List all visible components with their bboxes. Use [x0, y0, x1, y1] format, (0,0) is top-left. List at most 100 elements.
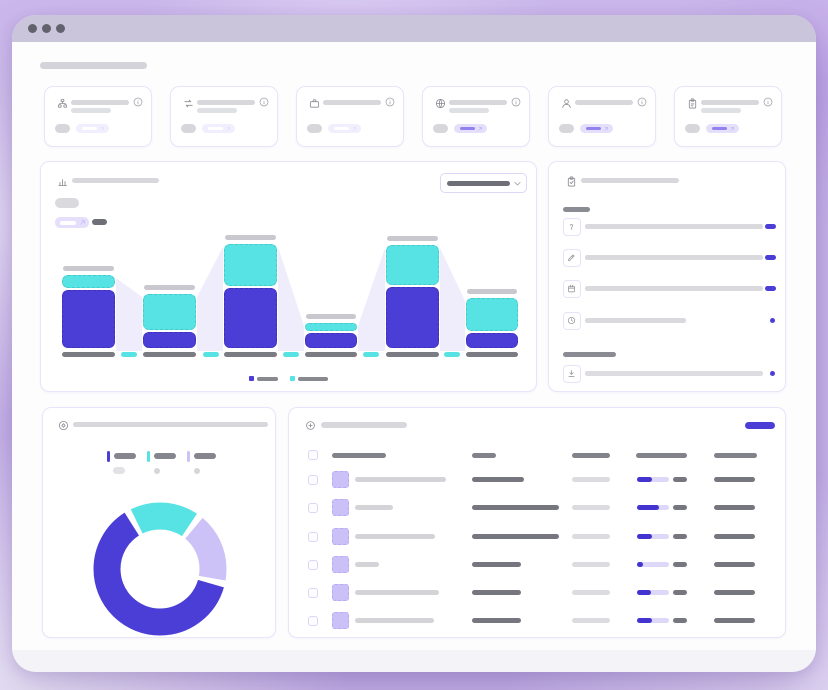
data-table-card: [288, 407, 786, 638]
row-col3-skeleton: [572, 618, 610, 623]
bar-top-label-skeleton: [225, 235, 276, 240]
user-icon: [561, 98, 572, 109]
row-progress-value-dash: [673, 590, 687, 595]
axis-gap-dash: [202, 352, 219, 357]
table-action-button[interactable]: [745, 422, 775, 429]
legend-label-skeleton: [257, 376, 278, 381]
row-checkbox[interactable]: [308, 502, 318, 513]
row-col5-skeleton: [714, 590, 755, 595]
bar-segment-primary: [224, 288, 277, 348]
row-progress-fill: [637, 505, 659, 510]
row-col5-skeleton: [714, 562, 755, 567]
row-progress-track: [637, 505, 669, 510]
add-circle-icon: [305, 420, 316, 431]
row-progress-fill: [637, 477, 652, 482]
axis-gap-dash: [120, 352, 137, 357]
row-avatar: [332, 612, 349, 629]
row-checkbox[interactable]: [308, 587, 318, 598]
briefcase-icon: [309, 98, 320, 109]
table-row: [289, 499, 787, 516]
chart-filter-pill: [55, 198, 79, 208]
stat-action-pill[interactable]: [76, 124, 109, 133]
donut-chart: [43, 408, 277, 639]
bar-axis-dash: [143, 352, 196, 357]
stat-title-skeleton: [197, 100, 255, 105]
row-progress-fill: [637, 618, 652, 623]
dashboard-content: [12, 42, 816, 650]
stat-card: [548, 86, 656, 147]
table-column-header-skeleton: [332, 453, 386, 458]
arrow-up-right-icon: [603, 126, 609, 132]
table-column-header-skeleton: [714, 453, 757, 458]
bar-segment-secondary: [143, 294, 196, 330]
row-progress-fill: [637, 534, 652, 539]
task-row[interactable]: [549, 214, 787, 238]
window-titlebar: [12, 15, 816, 42]
task-row[interactable]: [549, 245, 787, 269]
stat-action-pill[interactable]: [202, 124, 235, 133]
axis-gap-dash: [443, 352, 460, 357]
arrow-up-right-icon: [729, 126, 735, 132]
task-status-dot: [770, 318, 775, 323]
row-checkbox[interactable]: [308, 559, 318, 570]
table-row: [289, 612, 787, 629]
stat-action-dash: [460, 126, 475, 131]
row-name-skeleton: [355, 618, 434, 623]
row-checkbox[interactable]: [308, 474, 318, 485]
info-icon[interactable]: [763, 97, 773, 107]
bar-top-label-skeleton: [467, 289, 517, 294]
stat-title-skeleton: [323, 100, 381, 105]
row-avatar: [332, 499, 349, 516]
donut-title-skeleton: [73, 422, 268, 427]
row-avatar: [332, 584, 349, 601]
stat-value-pill: [559, 124, 574, 133]
stat-action-dash: [208, 126, 223, 131]
header-checkbox[interactable]: [308, 450, 318, 460]
donut-legend-swatch: [107, 451, 110, 462]
chart-range-dropdown[interactable]: [440, 173, 527, 193]
arrow-up-right-icon: [79, 219, 86, 226]
info-icon[interactable]: [133, 97, 143, 107]
row-col5-skeleton: [714, 618, 755, 623]
task-line-skeleton: [585, 371, 763, 376]
task-row[interactable]: [549, 276, 787, 300]
donut-legend-sub-dot: [194, 468, 200, 474]
stat-value-pill: [685, 124, 700, 133]
dropdown-value-skeleton: [447, 181, 510, 186]
chart-title-skeleton: [72, 178, 159, 183]
row-name-skeleton: [355, 505, 393, 510]
table-column-header-skeleton: [472, 453, 496, 458]
row-col2-skeleton: [472, 534, 559, 539]
stat-value-pill: [433, 124, 448, 133]
task-row[interactable]: [549, 361, 787, 385]
table-title-skeleton: [321, 422, 407, 428]
row-checkbox[interactable]: [308, 615, 318, 626]
info-icon[interactable]: [259, 97, 269, 107]
row-progress-fill: [637, 562, 643, 567]
window-control-dot[interactable]: [56, 24, 65, 33]
bar-segment-secondary: [224, 244, 277, 286]
row-col3-skeleton: [572, 590, 610, 595]
row-checkbox[interactable]: [308, 531, 318, 542]
window-control-dot[interactable]: [42, 24, 51, 33]
clipboard-icon: [687, 98, 698, 109]
stat-title-skeleton: [701, 100, 759, 105]
stat-action-pill[interactable]: [706, 124, 739, 133]
stat-action-pill[interactable]: [454, 124, 487, 133]
row-avatar: [332, 528, 349, 545]
window-control-dot[interactable]: [28, 24, 37, 33]
bar-segment-secondary: [386, 245, 439, 285]
info-icon[interactable]: [637, 97, 647, 107]
info-icon[interactable]: [385, 97, 395, 107]
chart-action-pill[interactable]: [55, 217, 89, 228]
stat-action-pill[interactable]: [580, 124, 613, 133]
stat-action-pill[interactable]: [328, 124, 361, 133]
calendar-icon: [567, 284, 576, 293]
info-icon[interactable]: [511, 97, 521, 107]
task-line-skeleton: [585, 286, 763, 291]
task-row[interactable]: [549, 308, 787, 332]
chart-action-dash: [60, 220, 76, 225]
task-status-dash: [765, 223, 776, 229]
tasks-section-label-skeleton: [563, 352, 616, 357]
stat-action-dash: [712, 126, 727, 131]
